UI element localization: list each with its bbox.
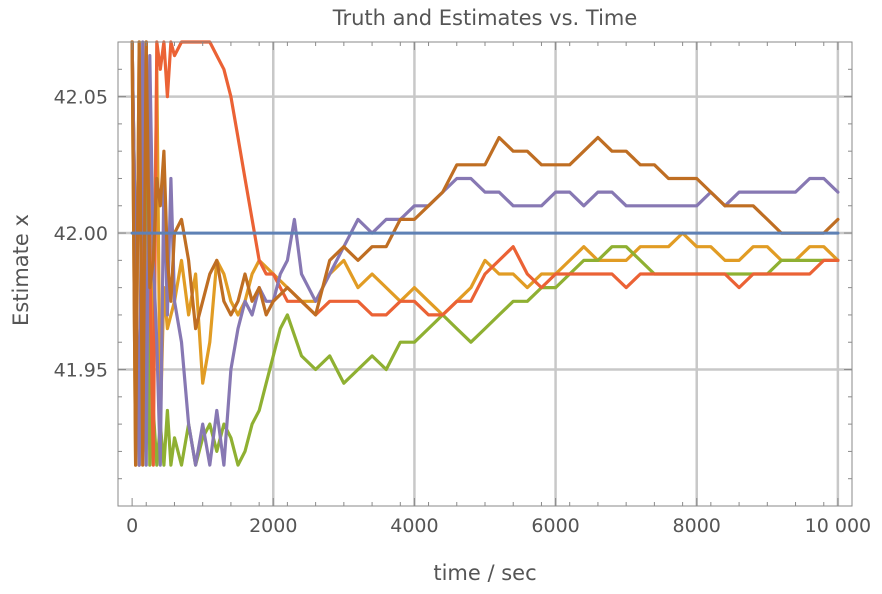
x-tick-label: 0 [126, 515, 138, 537]
y-tick-label: 41.95 [54, 360, 108, 382]
y-axis-label: Estimate x [9, 214, 33, 326]
series-group [130, 40, 840, 467]
series-line-2 [130, 40, 840, 467]
x-tick-label: 8000 [673, 515, 721, 537]
series-line-5 [130, 40, 840, 467]
x-tick-label: 10 000 [805, 515, 871, 537]
series-line-1 [130, 40, 840, 467]
series-line-3 [130, 40, 840, 467]
x-tick-label: 2000 [249, 515, 297, 537]
chart-title: Truth and Estimates vs. Time [332, 6, 638, 30]
x-tick-label: 4000 [390, 515, 438, 537]
x-axis-label: time / sec [433, 561, 536, 585]
series-line-4 [130, 40, 840, 467]
axis-ticks: 0 2000 4000 6000 8000 10 000 41.95 42.00 42.05 [54, 41, 871, 537]
x-tick-label: 6000 [531, 515, 579, 537]
y-tick-label: 42.05 [54, 87, 108, 109]
y-tick-label: 42.00 [54, 223, 108, 245]
